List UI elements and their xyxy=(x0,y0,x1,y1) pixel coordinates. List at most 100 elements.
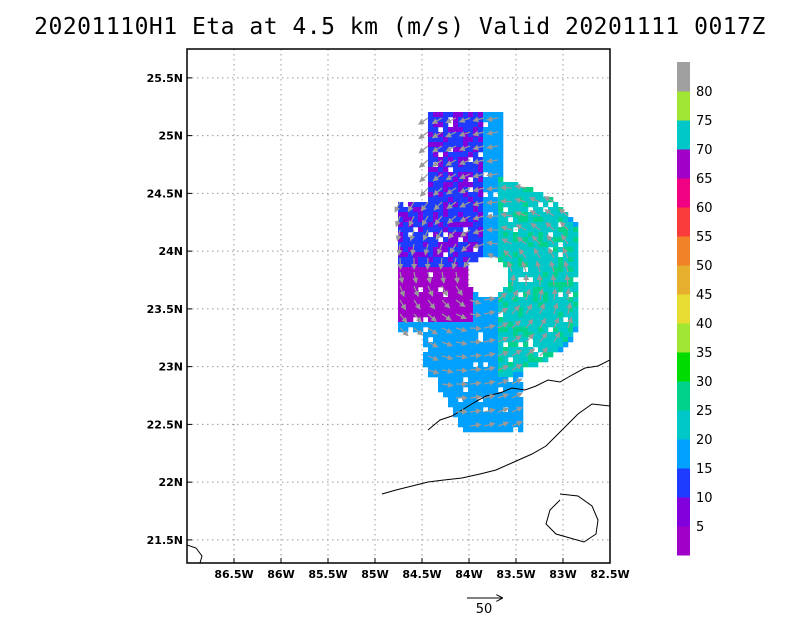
wind-vector xyxy=(546,234,555,245)
wind-cell xyxy=(468,152,474,158)
wind-cell xyxy=(403,322,409,328)
wind-cell xyxy=(543,337,549,343)
wind-vector xyxy=(422,229,429,241)
wind-cell xyxy=(478,252,484,258)
wind-cell xyxy=(448,182,454,188)
wind-cell xyxy=(548,267,554,273)
wind-cell xyxy=(463,192,469,198)
wind-cell xyxy=(438,122,444,128)
wind-cell xyxy=(558,267,564,273)
wind-vector xyxy=(469,366,482,373)
wind-cell xyxy=(428,352,434,358)
wind-cell xyxy=(528,332,534,338)
wind-vector xyxy=(514,183,527,190)
wind-vector xyxy=(549,260,556,273)
wind-vector xyxy=(533,247,541,259)
wind-cell xyxy=(463,417,469,423)
wind-cell xyxy=(428,322,434,328)
wind-cell xyxy=(398,247,404,253)
wind-cell xyxy=(408,312,414,318)
wind-cell xyxy=(453,367,459,373)
wind-cell xyxy=(478,312,484,318)
wind-cell xyxy=(433,172,439,178)
wind-cell xyxy=(448,297,454,303)
wind-cell xyxy=(538,342,544,348)
wind-cell xyxy=(553,212,559,218)
wind-cell xyxy=(468,117,474,123)
wind-cell xyxy=(468,327,474,333)
wind-cell xyxy=(453,287,459,293)
wind-cell xyxy=(543,267,549,273)
wind-cell xyxy=(533,297,539,303)
wind-cell xyxy=(513,247,519,253)
wind-cell xyxy=(433,362,439,368)
wind-vector xyxy=(483,296,496,302)
wind-cell xyxy=(408,217,414,223)
wind-cell xyxy=(553,297,559,303)
wind-cell xyxy=(548,287,554,293)
wind-cell xyxy=(408,287,414,293)
wind-cell xyxy=(568,302,574,308)
wind-cell xyxy=(433,137,439,143)
wind-cell xyxy=(488,417,494,423)
wind-cell xyxy=(443,347,449,353)
wind-cell xyxy=(528,257,534,263)
wind-cell xyxy=(468,322,474,328)
wind-vector xyxy=(418,117,429,125)
wind-cell xyxy=(558,217,564,223)
colorbar-segment xyxy=(677,497,690,527)
wind-cell xyxy=(463,322,469,328)
wind-cell xyxy=(418,222,424,228)
wind-vector xyxy=(441,299,451,309)
wind-cell xyxy=(558,317,564,323)
wind-cell xyxy=(418,217,424,223)
wind-cell xyxy=(493,122,499,128)
wind-cell xyxy=(493,187,499,193)
wind-cell xyxy=(553,227,559,233)
wind-cell xyxy=(573,317,579,323)
wind-cell xyxy=(553,327,559,333)
wind-cell xyxy=(468,392,474,398)
wind-cell xyxy=(458,352,464,358)
colorbar-label: 10 xyxy=(696,491,713,506)
wind-cell xyxy=(458,357,464,363)
latitude-ticks: 25.5N 25N 24.5N 24N 23.5N 23N 22.5N 22N 21.5N xyxy=(147,72,192,547)
wind-vector xyxy=(423,243,430,256)
wind-cell xyxy=(458,367,464,373)
wind-cell xyxy=(423,332,429,338)
wind-cell xyxy=(493,152,499,158)
wind-vector xyxy=(525,303,533,315)
wind-cell xyxy=(518,417,524,423)
wind-cell xyxy=(478,137,484,143)
wind-cell xyxy=(573,312,579,318)
wind-vector xyxy=(455,340,468,347)
wind-cell xyxy=(498,372,504,378)
wind-cell xyxy=(398,207,404,213)
wind-cell xyxy=(563,217,569,223)
wind-cell xyxy=(433,322,439,328)
wind-cell xyxy=(468,247,474,253)
wind-cell xyxy=(473,387,479,393)
wind-cell xyxy=(523,362,529,368)
wind-cell xyxy=(428,252,434,258)
wind-cell xyxy=(508,307,514,313)
wind-cell xyxy=(448,377,454,383)
wind-cell xyxy=(458,122,464,128)
wind-cell xyxy=(528,352,534,358)
wind-cell xyxy=(473,417,479,423)
wind-cell xyxy=(473,252,479,258)
wind-cell xyxy=(428,257,434,263)
wind-vector xyxy=(469,408,482,415)
wind-cell xyxy=(473,382,479,388)
wind-cell xyxy=(423,242,429,248)
wind-cell xyxy=(408,277,414,283)
wind-cell xyxy=(448,207,454,213)
wind-cell xyxy=(488,237,494,243)
wind-cell xyxy=(453,382,459,388)
wind-cell xyxy=(518,412,524,418)
wind-cell xyxy=(463,302,469,308)
wind-cell xyxy=(533,242,539,248)
wind-cell xyxy=(538,227,544,233)
wind-vector xyxy=(458,145,471,151)
wind-cell xyxy=(558,332,564,338)
